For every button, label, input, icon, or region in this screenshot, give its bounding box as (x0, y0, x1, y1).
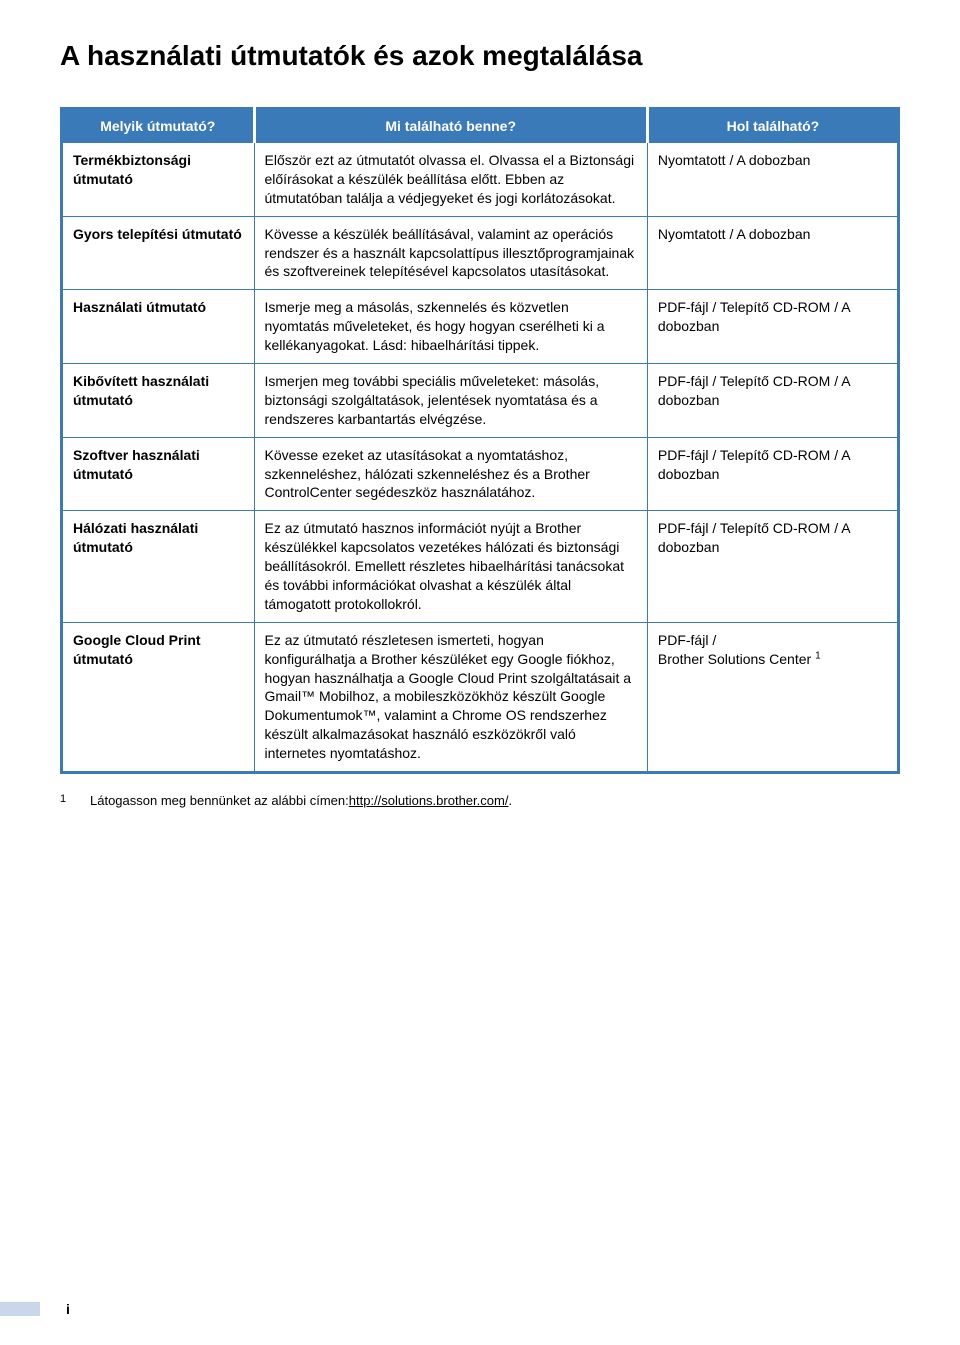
table-row: Használati útmutató Ismerje meg a másolá… (62, 290, 899, 364)
where-line2: Brother Solutions Center (658, 651, 811, 667)
footnote: 1Látogasson meg bennünket az alábbi címe… (60, 792, 900, 810)
guide-desc-cell: Ez az útmutató részletesen ismerteti, ho… (254, 622, 647, 772)
header-col1: Melyik útmutató? (62, 109, 255, 143)
header-col2: Mi található benne? (254, 109, 647, 143)
page-footer: i (0, 1301, 960, 1317)
guide-desc-cell: Ez az útmutató hasznos információt nyújt… (254, 511, 647, 622)
where-prefix: PDF-fájl / (658, 632, 716, 648)
guide-table: Melyik útmutató? Mi található benne? Hol… (60, 107, 900, 774)
footnote-superscript: 1 (815, 650, 821, 661)
footnote-text-before: Látogasson meg bennünket az alábbi címen… (90, 793, 349, 808)
guide-name-cell: Kibővített használati útmutató (62, 364, 255, 438)
footnote-marker: 1 (60, 792, 90, 807)
guide-name-cell: Használati útmutató (62, 290, 255, 364)
guide-name-cell: Gyors telepítési útmutató (62, 216, 255, 290)
guide-desc-cell: Kövesse a készülék beállításával, valami… (254, 216, 647, 290)
guide-where-cell: PDF-fájl / Telepítő CD-ROM / A dobozban (647, 364, 898, 438)
guide-name-cell: Hálózati használati útmutató (62, 511, 255, 622)
guide-name-cell: Google Cloud Print útmutató (62, 622, 255, 772)
guide-where-cell: Nyomtatott / A dobozban (647, 143, 898, 217)
guide-where-cell: PDF-fájl / Telepítő CD-ROM / A dobozban (647, 290, 898, 364)
footer-bar: i (0, 1301, 960, 1317)
guide-where-cell: Nyomtatott / A dobozban (647, 216, 898, 290)
guide-name-cell: Szoftver használati útmutató (62, 437, 255, 511)
header-col3: Hol található? (647, 109, 898, 143)
page-number: i (66, 1301, 70, 1317)
footnote-link[interactable]: http://solutions.brother.com/ (349, 793, 509, 808)
table-row: Hálózati használati útmutató Ez az útmut… (62, 511, 899, 622)
guide-name-cell: Termékbiztonsági útmutató (62, 143, 255, 217)
guide-desc-cell: Kövesse ezeket az utasításokat a nyomtat… (254, 437, 647, 511)
table-row: Gyors telepítési útmutató Kövesse a kész… (62, 216, 899, 290)
page-title: A használati útmutatók és azok megtalálá… (60, 40, 900, 72)
guide-where-cell: PDF-fájl / Brother Solutions Center 1 (647, 622, 898, 772)
guide-desc-cell: Először ezt az útmutatót olvassa el. Olv… (254, 143, 647, 217)
guide-where-cell: PDF-fájl / Telepítő CD-ROM / A dobozban (647, 437, 898, 511)
table-row: Google Cloud Print útmutató Ez az útmuta… (62, 622, 899, 772)
table-row: Kibővített használati útmutató Ismerjen … (62, 364, 899, 438)
table-row: Szoftver használati útmutató Kövesse eze… (62, 437, 899, 511)
guide-desc-cell: Ismerje meg a másolás, szkennelés és köz… (254, 290, 647, 364)
page-container: A használati útmutatók és azok megtalálá… (0, 0, 960, 1345)
footnote-text-after: . (508, 793, 512, 808)
footer-color-block (0, 1302, 40, 1316)
guide-where-cell: PDF-fájl / Telepítő CD-ROM / A dobozban (647, 511, 898, 622)
guide-desc-cell: Ismerjen meg további speciális műveletek… (254, 364, 647, 438)
table-row: Termékbiztonsági útmutató Először ezt az… (62, 143, 899, 217)
table-header-row: Melyik útmutató? Mi található benne? Hol… (62, 109, 899, 143)
